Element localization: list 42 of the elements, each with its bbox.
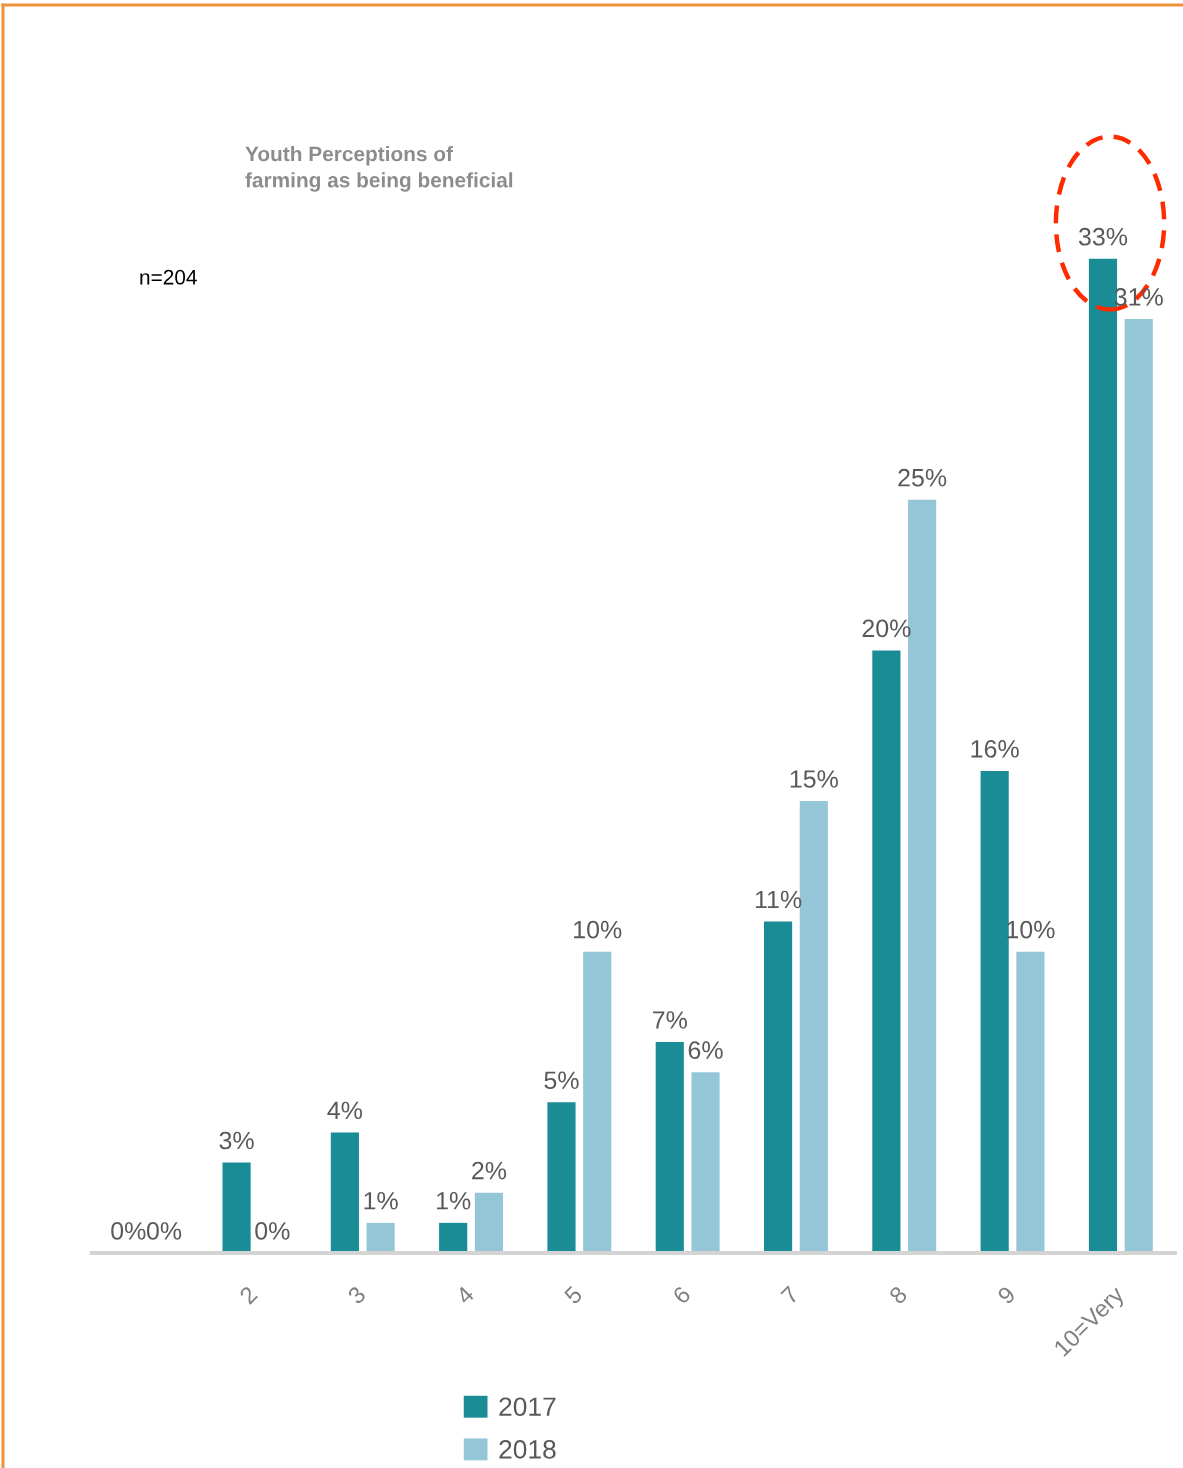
- data-label: 10%: [574, 920, 622, 939]
- data-label: 4%: [327, 1101, 363, 1120]
- x-tick-label: 8: [888, 1285, 909, 1305]
- bar: [691, 1072, 720, 1253]
- legend-label: 2017: [499, 1397, 556, 1417]
- data-label: 15%: [790, 770, 838, 788]
- bar: [1016, 951, 1045, 1253]
- bar: [439, 1222, 468, 1253]
- data-label: 2%: [472, 1161, 507, 1180]
- annotation: n=204: [140, 269, 197, 285]
- chart-title: Youth Perceptions of farming as being beneficial: [245, 146, 513, 192]
- data-label: 33%: [1078, 227, 1128, 246]
- x-tick-label: 3: [346, 1285, 367, 1306]
- x-tick-label: 6: [671, 1285, 692, 1305]
- x-tick-label: 5: [563, 1285, 584, 1305]
- x-tick-label: 7: [780, 1285, 800, 1305]
- x-tick-label: 2: [238, 1285, 258, 1305]
- bar: [980, 770, 1009, 1253]
- data-label: 25%: [898, 468, 947, 487]
- bar: [366, 1222, 395, 1253]
- legend-label: 2018: [499, 1440, 556, 1459]
- bar: [474, 1192, 503, 1253]
- data-label: 0%: [255, 1222, 290, 1240]
- data-label: 5%: [544, 1071, 579, 1090]
- bar: [330, 1132, 359, 1253]
- bar: [222, 1162, 251, 1253]
- data-label: 6%: [688, 1041, 723, 1059]
- x-tick-label: 9: [996, 1285, 1017, 1305]
- bar: [655, 1042, 684, 1253]
- data-label: 16%: [971, 740, 1019, 758]
- bar: [872, 650, 901, 1253]
- bar: [764, 921, 793, 1253]
- data-label: 7%: [653, 1011, 687, 1029]
- data-label: 1%: [364, 1192, 398, 1210]
- data-label: 0%: [111, 1222, 146, 1240]
- x-tick-label: 4: [454, 1285, 475, 1306]
- bar: [547, 1102, 576, 1253]
- data-label: 3%: [219, 1131, 254, 1150]
- bar: [1124, 319, 1153, 1253]
- data-label: 1%: [437, 1192, 471, 1210]
- bar: [583, 951, 612, 1253]
- data-label: 0%: [146, 1222, 182, 1240]
